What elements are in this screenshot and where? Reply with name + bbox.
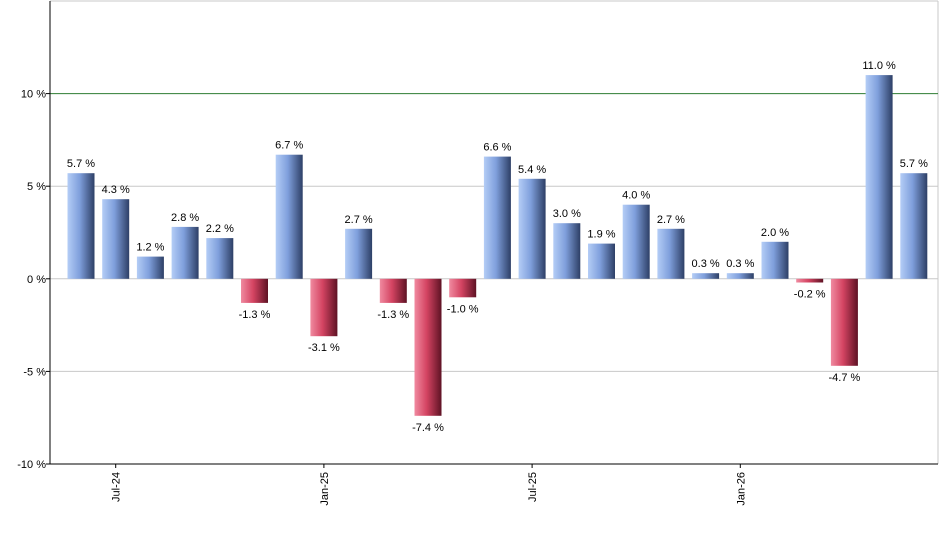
bar [692, 273, 720, 279]
data-label: 2.7 % [345, 214, 373, 226]
data-label: 0.3 % [726, 258, 754, 270]
y-tick-label: 10 % [21, 89, 46, 101]
data-label: 0.3 % [692, 258, 720, 270]
data-label: 2.8 % [171, 212, 199, 224]
x-tick-label: Jan-25 [319, 472, 331, 506]
data-label: 3.0 % [553, 208, 581, 220]
data-label: -7.4 % [412, 422, 444, 434]
data-label: 5.7 % [900, 158, 928, 170]
bar [483, 156, 511, 279]
data-label: 6.7 % [275, 140, 303, 152]
data-label: 4.0 % [622, 190, 650, 202]
data-label: 5.7 % [67, 158, 95, 170]
data-label: 1.9 % [587, 229, 615, 241]
data-label: -3.1 % [308, 342, 340, 354]
bar [588, 243, 615, 279]
bar [241, 278, 268, 303]
bar [414, 278, 442, 416]
bar [900, 173, 928, 279]
bar [865, 75, 893, 279]
axes: -10 % -5 % 0 % 5 % 10 % Jul-24 Jan-25 Jul-25 Jan… [17, 1, 938, 506]
bar [657, 228, 685, 279]
bar [102, 199, 130, 279]
bar [761, 241, 789, 279]
data-label: -4.7 % [829, 372, 861, 384]
data-label: 5.4 % [518, 164, 546, 176]
bar [449, 278, 477, 298]
bar [553, 223, 581, 279]
data-label: 1.2 % [136, 242, 164, 254]
bar [67, 173, 95, 279]
data-label: -0.2 % [794, 289, 826, 301]
bar [796, 278, 824, 283]
data-label: 11.0 % [862, 60, 896, 72]
bar [379, 278, 407, 303]
bars [67, 75, 928, 416]
data-label: 2.7 % [657, 214, 685, 226]
data-label: -1.3 % [377, 309, 409, 321]
data-label: 4.3 % [102, 184, 130, 196]
data-label: 2.0 % [761, 227, 789, 239]
bar [275, 154, 303, 279]
y-tick-label: 0 % [27, 274, 46, 286]
data-label: 2.2 % [206, 223, 234, 235]
bar [830, 278, 858, 366]
bar [206, 238, 234, 279]
bar [310, 278, 338, 337]
y-tick-label: -10 % [17, 459, 46, 471]
data-labels: 5.7 % 4.3 % 1.2 % 2.8 % 2.2 % -1.3 % 6.7 % -3.1… [67, 60, 928, 434]
bar [518, 178, 546, 279]
y-tick-label: 5 % [27, 181, 46, 193]
y-tick-label: -5 % [23, 366, 46, 378]
bar [171, 226, 199, 279]
bar [136, 256, 164, 279]
data-label: 6.6 % [483, 142, 511, 154]
data-label: -1.3 % [239, 309, 271, 321]
bar [726, 273, 754, 279]
data-label: -1.0 % [447, 303, 479, 315]
x-tick-label: Jan-26 [735, 472, 747, 506]
x-tick-label: Jul-25 [527, 472, 539, 502]
x-tick-label: Jul-24 [111, 472, 123, 502]
bar [622, 204, 650, 279]
bar [345, 228, 373, 279]
